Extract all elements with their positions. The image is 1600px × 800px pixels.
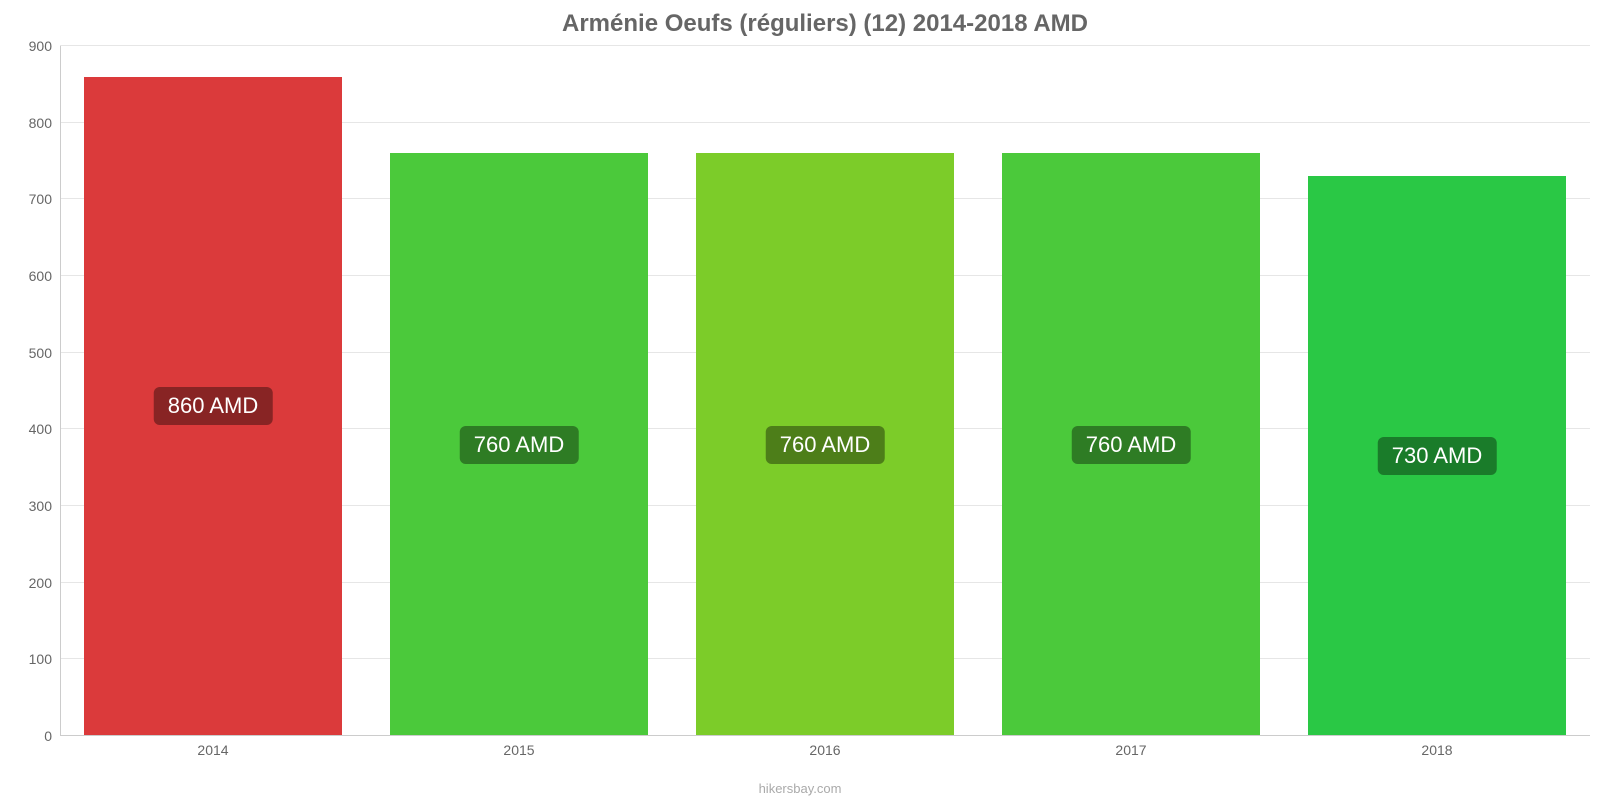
bar-slot: 760 AMD xyxy=(978,46,1284,736)
y-tick-label: 300 xyxy=(29,498,52,514)
bar-value-label: 760 AMD xyxy=(460,426,579,464)
bar-value-label: 760 AMD xyxy=(766,426,885,464)
y-tick-label: 0 xyxy=(44,728,52,744)
bar-value-label: 730 AMD xyxy=(1378,437,1497,475)
x-tick-label: 2018 xyxy=(1284,742,1590,758)
y-tick-label: 200 xyxy=(29,575,52,591)
y-tick-label: 700 xyxy=(29,191,52,207)
y-tick-label: 900 xyxy=(29,38,52,54)
x-tick-label: 2014 xyxy=(60,742,366,758)
y-axis: 0100200300400500600700800900 xyxy=(25,46,60,736)
bar: 760 AMD xyxy=(696,153,953,736)
chart-container: Arménie Oeufs (réguliers) (12) 2014-2018… xyxy=(60,10,1590,790)
attribution-text: hikersbay.com xyxy=(759,781,842,796)
y-tick-label: 600 xyxy=(29,268,52,284)
x-axis: 20142015201620172018 xyxy=(60,742,1590,758)
plot-area: 0100200300400500600700800900 860 AMD760 … xyxy=(60,46,1590,736)
x-tick-label: 2017 xyxy=(978,742,1284,758)
y-tick-label: 800 xyxy=(29,115,52,131)
bars-area: 860 AMD 760 AMD 760 AMD 760 AMD 730 AMD xyxy=(60,46,1590,736)
x-tick-label: 2016 xyxy=(672,742,978,758)
chart-title: Arménie Oeufs (réguliers) (12) 2014-2018… xyxy=(60,10,1590,46)
bar: 760 AMD xyxy=(1002,153,1259,736)
y-tick-label: 400 xyxy=(29,421,52,437)
x-tick-label: 2015 xyxy=(366,742,672,758)
bar: 730 AMD xyxy=(1308,176,1565,736)
bar-value-label: 860 AMD xyxy=(154,387,273,425)
bar-value-label: 760 AMD xyxy=(1072,426,1191,464)
y-tick-label: 500 xyxy=(29,345,52,361)
bar-slot: 860 AMD xyxy=(60,46,366,736)
bar-slot: 760 AMD xyxy=(366,46,672,736)
bar: 760 AMD xyxy=(390,153,647,736)
bar: 860 AMD xyxy=(84,77,341,736)
bar-slot: 730 AMD xyxy=(1284,46,1590,736)
bar-slot: 760 AMD xyxy=(672,46,978,736)
x-axis-line xyxy=(60,735,1590,736)
y-tick-label: 100 xyxy=(29,651,52,667)
